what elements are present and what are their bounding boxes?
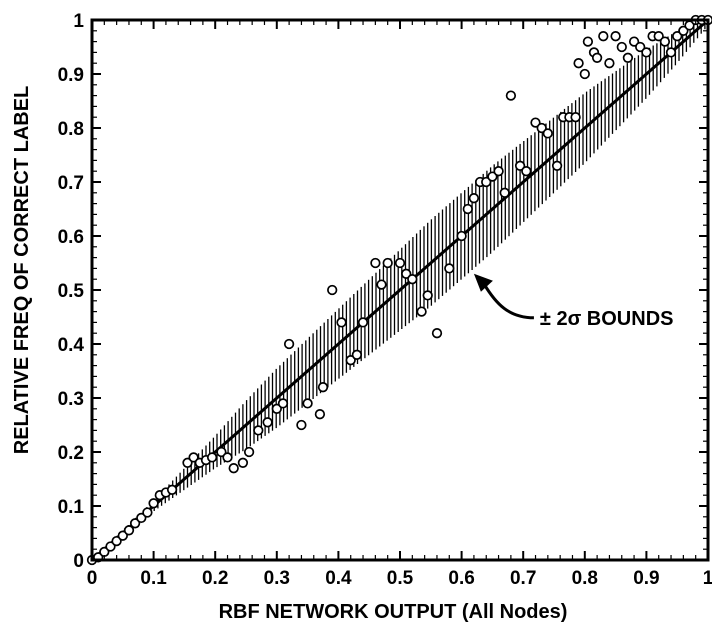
data-point (551, 160, 563, 171)
data-point (573, 58, 584, 69)
data-point (635, 41, 646, 53)
data-point (530, 117, 541, 128)
data-point (111, 535, 122, 547)
data-point (481, 176, 492, 188)
data-point (641, 47, 652, 58)
annotation-arrow (482, 283, 534, 320)
data-point (616, 41, 627, 53)
data-point (271, 403, 282, 414)
data-point (283, 338, 295, 350)
data-point (117, 530, 128, 541)
x-tick-label: 0.8 (572, 568, 598, 589)
y-axis-title: RELATIVE FREQ OF CORRECT LABEL (11, 86, 33, 455)
data-point (228, 463, 239, 474)
data-point (376, 279, 387, 290)
data-point (166, 484, 178, 495)
y-tick-label: 0.2 (58, 443, 84, 464)
data-point (462, 203, 473, 215)
data-point (598, 31, 609, 42)
data-point (521, 166, 532, 177)
x-tick-label: 0.9 (633, 568, 659, 589)
data-point (610, 31, 621, 42)
reference-line-group (91, 18, 709, 562)
data-point (277, 398, 289, 409)
data-point (431, 328, 443, 339)
x-tick-label: 0.7 (510, 568, 536, 589)
data-point (604, 58, 615, 69)
data-point (222, 452, 233, 463)
x-tick-label: 0.4 (325, 568, 352, 589)
data-point (123, 525, 135, 536)
x-tick-label: 0.6 (448, 568, 474, 589)
data-point (444, 263, 455, 274)
data-point (345, 355, 356, 366)
data-point (659, 36, 671, 47)
data-point (314, 409, 326, 420)
data-point (243, 446, 255, 458)
data-point (351, 349, 363, 360)
y-tick-label: 0.5 (58, 281, 85, 302)
data-point (296, 419, 307, 431)
data-point (262, 417, 273, 428)
data-point (672, 31, 683, 42)
annotation-label: ± 2σ BOUNDS (540, 308, 674, 330)
data-point (302, 398, 313, 409)
x-tick-label: 0.1 (140, 568, 167, 589)
data-point (579, 68, 590, 80)
data-point (237, 457, 249, 468)
data-point (382, 257, 393, 269)
annotation-group: ± 2σ BOUNDS (473, 273, 674, 330)
data-point (188, 452, 199, 463)
y-tick-label: 0.9 (58, 65, 84, 86)
data-point (622, 52, 634, 63)
data-point (653, 31, 664, 42)
y-tick-label: 0.8 (58, 119, 84, 140)
y-tick-label: 0.6 (58, 227, 84, 248)
data-point (665, 47, 677, 58)
data-point (514, 160, 526, 171)
annotation-arrowhead (473, 273, 493, 292)
reference-line (91, 18, 709, 562)
data-point (394, 257, 406, 269)
y-tick-label: 1 (73, 11, 84, 32)
data-point (416, 306, 427, 317)
x-tick-label: 0.3 (264, 568, 290, 589)
y-tick-label: 0.7 (58, 173, 84, 194)
x-tick-label: 1 (703, 568, 712, 589)
data-point (493, 166, 504, 177)
data-point (142, 507, 153, 518)
y-tick-label: 0.1 (58, 497, 85, 518)
data-point (206, 452, 218, 463)
data-point (327, 284, 338, 296)
y-tick-label: 0 (73, 551, 84, 572)
data-point (468, 193, 480, 204)
x-tick-label: 0.2 (202, 568, 228, 589)
data-point (591, 52, 603, 63)
data-point (148, 498, 159, 509)
data-point (499, 187, 510, 198)
data-point (422, 290, 433, 301)
y-tick-label: 0.3 (58, 389, 84, 410)
data-point (357, 317, 369, 328)
data-point (336, 317, 347, 328)
y-tick-label: 0.4 (58, 335, 85, 356)
data-point (456, 230, 467, 242)
data-point (570, 112, 581, 123)
data-point (505, 90, 517, 101)
data-point (407, 274, 418, 285)
data-point (129, 518, 141, 529)
data-point (542, 128, 553, 139)
x-tick-label: 0 (87, 568, 98, 589)
axes: 0 0.1 0.2 0.3 0.4 0.5 0.6 0.7 0.8 0.9 1 0 0.1 0.2 0.3 0… (58, 11, 712, 589)
x-axis-title: RBF NETWORK OUTPUT (All Nodes) (219, 601, 568, 623)
data-point (487, 171, 498, 182)
data-point (253, 425, 264, 436)
x-tick-label: 0.5 (387, 568, 414, 589)
data-point (582, 36, 594, 47)
data-point (317, 382, 329, 393)
data-point (370, 257, 381, 269)
scatter-points (86, 14, 712, 566)
